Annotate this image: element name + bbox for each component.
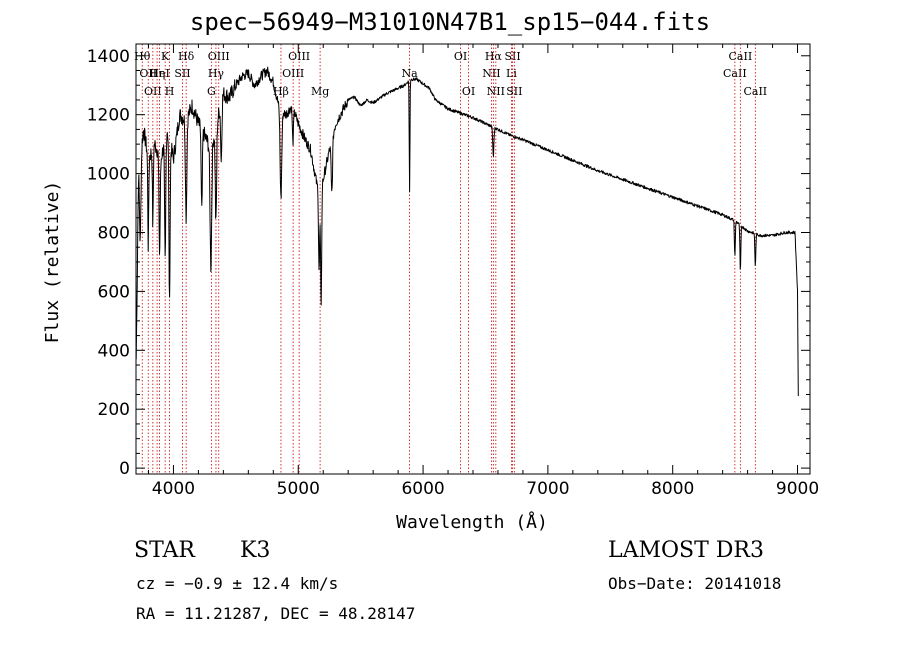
- object-class: STAR: [134, 538, 195, 563]
- line-label: OIII: [208, 50, 230, 63]
- spectrum-series-line: [135, 66, 799, 397]
- x-tick-label: 9000: [776, 479, 819, 499]
- line-label: Na: [402, 67, 419, 80]
- line-label: Hβ: [273, 85, 289, 98]
- chart-title: spec−56949−M31010N47B1_sp15−044.fits: [189, 8, 711, 36]
- object-subclass: K3: [240, 538, 271, 563]
- sky-coordinates: RA = 11.21287, DEC = 48.28147: [136, 604, 416, 623]
- y-tick-label: 200: [98, 400, 130, 420]
- line-label: SII: [174, 67, 190, 80]
- line-label: Hθ: [134, 50, 151, 63]
- line-label: CaII: [723, 67, 747, 80]
- line-label: SII: [506, 85, 522, 98]
- line-markers: HθOIIOIIHηHeIKHSIIHδGHγOIIIHβOIIIOIIIMgN…: [134, 44, 767, 474]
- x-tick-label: 7000: [526, 479, 569, 499]
- y-tick-label: 1200: [87, 106, 130, 126]
- line-label: Li: [506, 67, 517, 80]
- line-label: Mg: [311, 85, 329, 98]
- line-label: Hγ: [208, 67, 225, 80]
- axis-ticks: 4000 5000 6000 7000 8000 9000 0 200 400 600 800 100…: [87, 44, 819, 499]
- line-label: NII: [482, 67, 500, 80]
- line-label: CaII: [743, 85, 767, 98]
- x-tick-label: 4000: [152, 479, 195, 499]
- redshift-value: cz = −0.9 ± 12.4 km/s: [136, 574, 339, 593]
- line-label: NII: [487, 85, 505, 98]
- line-label: K: [161, 50, 170, 63]
- line-label: OI: [462, 85, 475, 98]
- line-label: Hα: [485, 50, 503, 63]
- line-label: OIII: [282, 67, 304, 80]
- line-label: SII: [504, 50, 520, 63]
- line-label: G: [207, 85, 216, 98]
- x-tick-label: 8000: [651, 479, 694, 499]
- observation-date: Obs−Date: 20141018: [608, 574, 782, 593]
- plot-frame: [135, 43, 811, 475]
- line-label: OI: [454, 50, 467, 63]
- x-axis-label: Wavelength (Å): [396, 511, 548, 533]
- x-tick-label: 5000: [277, 479, 320, 499]
- y-tick-label: 800: [98, 223, 130, 243]
- line-label: H: [165, 85, 175, 98]
- line-label: CaII: [729, 50, 753, 63]
- y-tick-label: 600: [98, 282, 130, 302]
- y-tick-label: 0: [119, 459, 130, 479]
- line-label: OII: [144, 85, 162, 98]
- line-label: Hδ: [178, 50, 195, 63]
- survey-name: LAMOST DR3: [608, 538, 764, 563]
- y-tick-label: 1400: [87, 47, 130, 67]
- line-label: HeI: [149, 67, 169, 80]
- y-tick-label: 400: [98, 341, 130, 361]
- y-tick-label: 1000: [87, 165, 130, 185]
- x-tick-label: 6000: [401, 479, 444, 499]
- line-label: Hη: [149, 67, 165, 80]
- y-axis-label: Flux (relative): [42, 181, 63, 344]
- line-label: OIII: [288, 50, 310, 63]
